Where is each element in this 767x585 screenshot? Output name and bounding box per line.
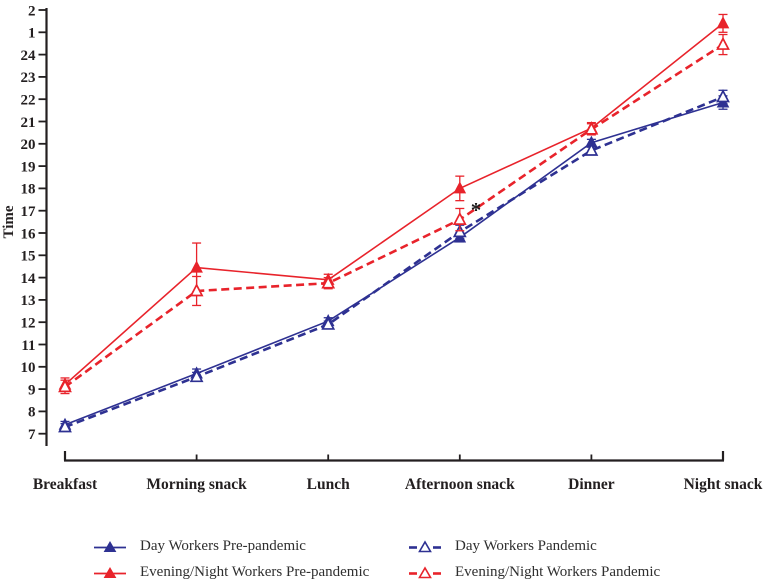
line-chart-plot: 78910111213141516171819202122232412TimeB… bbox=[1, 3, 763, 493]
y-axis-title: Time bbox=[1, 205, 17, 238]
chart-legend: Day Workers Pre-pandemic Day Workers Pan… bbox=[93, 538, 660, 581]
data-point-marker bbox=[189, 369, 204, 383]
legend-item-evening-night-workers-pandemic: Evening/Night Workers Pandemic bbox=[408, 564, 660, 581]
series-line bbox=[64, 101, 724, 426]
data-point-marker bbox=[321, 316, 336, 330]
x-tick-label: Dinner bbox=[568, 476, 615, 493]
y-tick-label: 21 bbox=[21, 115, 36, 131]
series-line bbox=[64, 95, 724, 429]
y-tick-label: 13 bbox=[21, 293, 36, 309]
data-point-marker bbox=[584, 142, 599, 156]
y-tick-label: 17 bbox=[21, 204, 37, 220]
data-point-marker bbox=[58, 379, 72, 393]
x-tick-label: Lunch bbox=[307, 476, 350, 493]
y-tick-label: 9 bbox=[28, 382, 36, 398]
legend-item-day-workers-pandemic: Day Workers Pandemic bbox=[408, 538, 660, 555]
series-0 bbox=[58, 95, 730, 430]
data-point-marker bbox=[452, 211, 467, 225]
legend-label-day-workers-pandemic: Day Workers Pandemic bbox=[455, 538, 597, 554]
y-tick-label: 2 bbox=[28, 3, 36, 19]
y-tick-label: 20 bbox=[21, 137, 36, 153]
legend-item-evening-night-workers-pre-pandemic: Evening/Night Workers Pre-pandemic bbox=[93, 564, 408, 581]
y-tick-label: 23 bbox=[21, 70, 36, 86]
series-3 bbox=[58, 33, 730, 395]
legend-marker-day-workers-pandemic-icon bbox=[409, 539, 441, 552]
data-point-marker bbox=[189, 283, 204, 297]
series-1 bbox=[58, 89, 730, 433]
y-tick-label: 10 bbox=[21, 360, 36, 376]
series-line bbox=[64, 22, 724, 386]
data-point-marker bbox=[716, 89, 730, 103]
y-tick-label: 1 bbox=[28, 26, 36, 42]
y-tick-label: 15 bbox=[21, 249, 36, 265]
x-tick-label: Afternoon snack bbox=[405, 476, 515, 493]
x-tick-label: Morning snack bbox=[146, 476, 247, 493]
y-tick-label: 18 bbox=[21, 182, 36, 198]
y-tick-label: 16 bbox=[21, 226, 37, 242]
legend-label-day-workers-pre-pandemic: Day Workers Pre-pandemic bbox=[140, 538, 306, 554]
data-point-marker bbox=[453, 181, 467, 194]
significance-asterisk: * bbox=[471, 198, 482, 222]
data-point-marker bbox=[584, 121, 599, 135]
y-tick-label: 19 bbox=[21, 159, 36, 175]
y-tick-label: 22 bbox=[21, 92, 36, 108]
data-point-marker bbox=[190, 260, 203, 273]
y-tick-label: 12 bbox=[21, 315, 36, 331]
x-tick-label: Night snack bbox=[684, 476, 763, 493]
data-point-marker bbox=[321, 275, 336, 289]
legend-label-evening-night-workers-pandemic: Evening/Night Workers Pandemic bbox=[455, 564, 661, 580]
series-line bbox=[64, 43, 724, 388]
legend-item-day-workers-pre-pandemic: Day Workers Pre-pandemic bbox=[93, 538, 408, 555]
legend-marker-evening-night-workers-pre-pandemic-icon bbox=[94, 566, 126, 578]
y-tick-label: 7 bbox=[28, 427, 36, 443]
x-axis: Breakfast Morning snack Lunch Afternoon sna… bbox=[33, 451, 763, 493]
y-tick-label: 24 bbox=[21, 48, 37, 64]
y-tick-label: 11 bbox=[21, 338, 35, 354]
data-point-marker bbox=[58, 419, 72, 433]
data-point-marker bbox=[716, 16, 730, 29]
legend-marker-evening-night-workers-pandemic-icon bbox=[409, 565, 441, 578]
y-tick-label: 14 bbox=[21, 271, 37, 287]
data-point-marker bbox=[716, 36, 730, 50]
x-tick-label: Breakfast bbox=[33, 476, 98, 493]
legend-marker-day-workers-pre-pandemic-icon bbox=[94, 540, 126, 552]
series-2 bbox=[58, 13, 730, 392]
y-tick-label: 8 bbox=[28, 405, 36, 421]
legend-label-evening-night-workers-pre-pandemic: Evening/Night Workers Pre-pandemic bbox=[140, 564, 370, 580]
